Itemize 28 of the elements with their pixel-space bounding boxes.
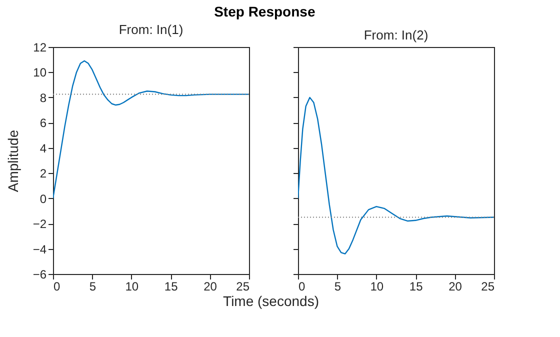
y-tick-label: −2 (32, 217, 47, 232)
y-tick-label: 0 (40, 192, 47, 206)
y-tick-label: −6 (32, 268, 47, 282)
y-tick-label: 8 (40, 90, 47, 105)
x-tick-label: 0 (298, 280, 306, 294)
x-tick-label: 20 (204, 280, 218, 294)
x-tick-label: 10 (125, 280, 139, 294)
x-tick-label: 5 (89, 280, 96, 294)
chart-subtitle: From: In(2) (364, 28, 428, 42)
chart-title: Step Response (214, 4, 316, 20)
y-tick-label: 4 (40, 141, 47, 156)
x-tick-label: 10 (370, 280, 384, 294)
x-tick-label: 5 (334, 280, 342, 294)
y-tick-label: −4 (32, 242, 47, 256)
y-tick-label: 6 (40, 116, 47, 130)
y-axis-title: Amplitude (4, 130, 21, 192)
x-tick-label: 0 (54, 280, 60, 294)
line-series (53, 60, 249, 199)
x-tick-label: 15 (164, 280, 178, 294)
x-tick-label: 25 (236, 280, 250, 294)
x-tick-label: 15 (409, 280, 424, 294)
x-tick-label: 25 (481, 280, 495, 294)
y-tick-label: 2 (40, 166, 47, 181)
y-tick-label: 10 (33, 66, 47, 80)
y-tick-label: 12 (33, 40, 47, 54)
x-axis-title: Time (seconds) (223, 293, 319, 309)
chart-subtitle: From: In(1) (118, 22, 184, 37)
x-tick-label: 20 (448, 280, 462, 294)
